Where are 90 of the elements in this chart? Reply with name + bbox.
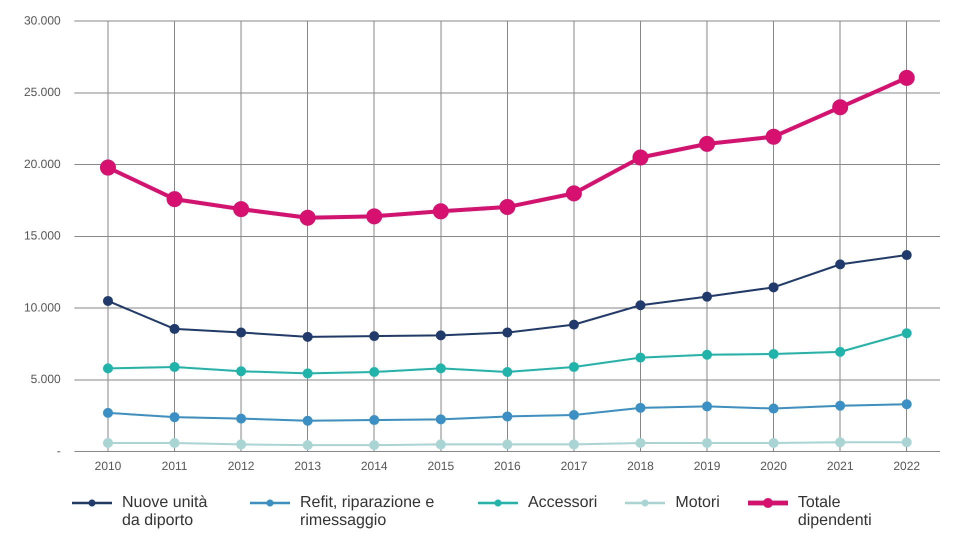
point bbox=[568, 410, 579, 420]
legend-label: Refit, riparazione e rimessaggio bbox=[300, 494, 436, 530]
point bbox=[902, 399, 912, 410]
point bbox=[102, 363, 113, 374]
point bbox=[835, 437, 846, 448]
x-tick-label: 2018 bbox=[627, 459, 654, 474]
x-tick-label: 2012 bbox=[228, 459, 255, 474]
point bbox=[369, 440, 380, 450]
point bbox=[369, 366, 380, 377]
y-tick-label: 5.000 bbox=[30, 372, 62, 386]
point bbox=[835, 346, 846, 357]
legend-label: Motori bbox=[675, 494, 720, 512]
point bbox=[302, 440, 313, 450]
y-tick-label: 30.000 bbox=[24, 14, 62, 28]
legend-label: Totale dipendenti bbox=[798, 494, 873, 530]
point bbox=[568, 362, 579, 372]
y-tick-label: 10.000 bbox=[24, 300, 62, 314]
x-tick-label: 2020 bbox=[760, 459, 788, 474]
point bbox=[432, 203, 449, 220]
point bbox=[102, 438, 113, 448]
point bbox=[902, 328, 912, 338]
point bbox=[436, 414, 446, 424]
y-tick-label: 25.000 bbox=[24, 85, 62, 100]
point bbox=[702, 401, 712, 412]
x-tick-label: 2015 bbox=[427, 459, 454, 474]
point bbox=[766, 128, 782, 145]
x-tick-label: 2014 bbox=[360, 459, 388, 474]
x-tick-label: 2016 bbox=[494, 459, 522, 474]
point bbox=[170, 324, 180, 334]
x-tick-label: 2010 bbox=[94, 459, 122, 474]
point bbox=[768, 349, 779, 360]
point bbox=[502, 328, 512, 338]
y-tick-label: - bbox=[56, 444, 61, 458]
point bbox=[635, 438, 646, 448]
point bbox=[832, 99, 848, 116]
x-tick-label: 2013 bbox=[294, 459, 322, 474]
y-tick-label: 20.000 bbox=[24, 156, 62, 171]
point bbox=[236, 439, 246, 450]
point bbox=[170, 438, 180, 448]
legend-label: Accessori bbox=[528, 494, 598, 512]
point bbox=[566, 185, 582, 202]
x-tick-label: 2019 bbox=[694, 459, 721, 474]
x-tick-label: 2017 bbox=[560, 459, 588, 474]
point bbox=[300, 210, 316, 226]
point bbox=[902, 437, 912, 448]
point bbox=[236, 366, 246, 376]
x-tick-label: 2022 bbox=[893, 459, 920, 474]
point bbox=[632, 149, 648, 166]
point bbox=[568, 320, 579, 330]
point bbox=[898, 70, 915, 86]
point bbox=[568, 439, 579, 450]
y-tick-label: 15.000 bbox=[24, 228, 62, 243]
point bbox=[102, 408, 113, 418]
point bbox=[635, 402, 646, 413]
x-tick-label: 2011 bbox=[162, 459, 188, 474]
point bbox=[170, 412, 180, 422]
point bbox=[502, 366, 512, 377]
point bbox=[499, 198, 516, 215]
point bbox=[369, 331, 380, 342]
point bbox=[902, 250, 912, 260]
point bbox=[768, 282, 779, 292]
point bbox=[835, 400, 846, 411]
point bbox=[366, 208, 382, 224]
point bbox=[699, 136, 716, 152]
point bbox=[436, 439, 446, 450]
point bbox=[635, 352, 646, 363]
point bbox=[502, 439, 512, 450]
point bbox=[233, 201, 250, 218]
point bbox=[502, 411, 512, 422]
point bbox=[100, 160, 116, 176]
point bbox=[702, 350, 712, 360]
point bbox=[702, 292, 712, 302]
point bbox=[170, 362, 180, 372]
point bbox=[302, 368, 313, 378]
point bbox=[768, 438, 779, 448]
point bbox=[436, 330, 446, 340]
point bbox=[166, 191, 183, 208]
x-tick-label: 2021 bbox=[826, 459, 854, 474]
point bbox=[102, 296, 113, 306]
point bbox=[835, 259, 846, 270]
point bbox=[236, 414, 246, 424]
point bbox=[635, 300, 646, 310]
point bbox=[302, 332, 313, 342]
point bbox=[302, 416, 313, 426]
point bbox=[236, 328, 246, 338]
point bbox=[702, 438, 712, 448]
legend-label: Nuove unità da diporto bbox=[122, 494, 208, 530]
point bbox=[436, 363, 446, 374]
point bbox=[369, 415, 380, 426]
point bbox=[768, 404, 779, 414]
